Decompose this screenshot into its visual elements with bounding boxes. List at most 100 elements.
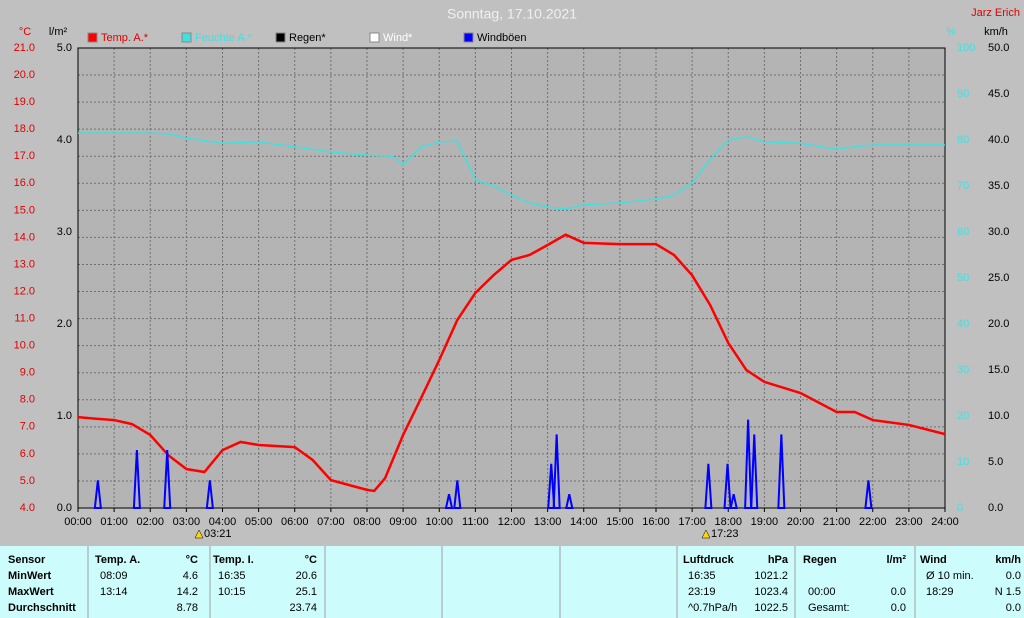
table-cell: 0.0 — [891, 602, 906, 614]
x-tick-label: 04:00 — [209, 516, 237, 528]
gust-spike — [750, 434, 759, 509]
table-header: Temp. A. — [95, 554, 140, 566]
table-header: Luftdruck — [683, 554, 735, 566]
table-cell: 0.0 — [1006, 602, 1021, 614]
y2-unit: l/m² — [49, 26, 68, 38]
x-tick-label: 08:00 — [353, 516, 381, 528]
y4-tick-label: 20.0 — [988, 318, 1009, 330]
series-line — [77, 233, 946, 493]
table-cell: Gesamt: — [808, 602, 850, 614]
x-tick-label: 02:00 — [136, 516, 164, 528]
y-tick-label: 9.0 — [20, 367, 35, 379]
table-header: Wind — [920, 554, 947, 566]
chart-title: Sonntag, 17.10.2021 — [447, 6, 577, 22]
legend-swatch — [87, 32, 98, 43]
table-header: °C — [186, 554, 198, 566]
gust-spike — [163, 449, 172, 509]
y4-tick-label: 15.0 — [988, 364, 1009, 376]
gust-spike — [704, 463, 713, 509]
x-tick-label: 13:00 — [534, 516, 562, 528]
y2-tick-label: 4.0 — [57, 134, 72, 146]
legend-swatch — [369, 32, 380, 43]
author: Jarz Erich — [971, 7, 1020, 19]
y4-unit: km/h — [984, 26, 1008, 38]
x-tick-label: 12:00 — [498, 516, 526, 528]
y3-tick-label: 10 — [957, 456, 969, 468]
y3-tick-label: 40 — [957, 318, 969, 330]
x-tick-label: 19:00 — [751, 516, 779, 528]
y-tick-label: 19.0 — [14, 96, 35, 108]
y-tick-label: 4.0 — [20, 502, 35, 514]
table-cell: 23.74 — [289, 602, 317, 614]
y-tick-label: 14.0 — [14, 231, 35, 243]
y3-tick-label: 20 — [957, 410, 969, 422]
table-header: l/m² — [886, 554, 906, 566]
y-tick-label: 12.0 — [14, 285, 35, 297]
table-cell: 0.0 — [1006, 570, 1021, 582]
legend-label: Feuchte A.* — [195, 32, 253, 44]
legend-label: Wind* — [383, 32, 413, 44]
gust-spike — [723, 463, 732, 509]
table-cell: 08:09 — [100, 570, 128, 582]
x-tick-label: 03:00 — [173, 516, 201, 528]
y-tick-label: 15.0 — [14, 204, 35, 216]
table-cell: 4.6 — [183, 570, 198, 582]
sun-marker — [701, 529, 711, 539]
table-cell: 8.78 — [177, 602, 198, 614]
y-tick-label: 21.0 — [14, 42, 35, 54]
table-header: °C — [305, 554, 317, 566]
x-tick-label: 09:00 — [389, 516, 417, 528]
y2-tick-label: 5.0 — [57, 42, 72, 54]
gust-spike — [864, 480, 873, 509]
table-cell: 13:14 — [100, 586, 128, 598]
legend-swatch — [181, 32, 192, 43]
gust-spike — [444, 493, 454, 509]
table-cell: 25.1 — [296, 586, 317, 598]
gust-spike — [777, 434, 786, 509]
y4-tick-label: 0.0 — [988, 502, 1003, 514]
row-label: MaxWert — [8, 586, 54, 598]
x-tick-label: 11:00 — [462, 516, 489, 528]
y2-tick-label: 0.0 — [57, 502, 72, 514]
series-line — [78, 132, 945, 210]
table-cell: ^0.7hPa/h — [688, 602, 737, 614]
table-header: Temp. I. — [213, 554, 254, 566]
gust-spike — [453, 480, 462, 509]
y4-tick-label: 40.0 — [988, 134, 1009, 146]
table-cell: 14.2 — [177, 586, 198, 598]
stats-table — [0, 546, 1024, 618]
y-tick-label: 18.0 — [14, 123, 35, 135]
y3-tick-label: 100 — [957, 42, 975, 54]
table-cell: 1023.4 — [754, 586, 788, 598]
x-tick-label: 17:00 — [678, 516, 706, 528]
y4-tick-label: 5.0 — [988, 456, 1003, 468]
y-tick-label: 16.0 — [14, 177, 35, 189]
table-cell: 16:35 — [218, 570, 246, 582]
x-tick-label: 15:00 — [606, 516, 634, 528]
y-tick-label: 20.0 — [14, 69, 35, 81]
y-tick-label: 7.0 — [20, 421, 35, 433]
y3-unit: % — [946, 26, 956, 38]
legend-label: Temp. A.* — [101, 32, 149, 44]
y4-tick-label: 45.0 — [988, 88, 1009, 100]
x-tick-label: 01:00 — [100, 516, 128, 528]
y2-tick-label: 2.0 — [57, 318, 72, 330]
y-tick-label: 13.0 — [14, 258, 35, 270]
y4-tick-label: 35.0 — [988, 180, 1009, 192]
table-cell: 0.0 — [891, 586, 906, 598]
y-unit: °C — [19, 26, 31, 38]
x-tick-label: 05:00 — [245, 516, 273, 528]
gust-spike — [205, 480, 214, 509]
table-cell: 16:35 — [688, 570, 716, 582]
table-cell: 20.6 — [296, 570, 317, 582]
y2-tick-label: 1.0 — [57, 410, 72, 422]
y4-tick-label: 50.0 — [988, 42, 1009, 54]
y3-tick-label: 30 — [957, 364, 969, 376]
y-tick-label: 17.0 — [14, 150, 35, 162]
legend-label: Windböen — [477, 32, 527, 44]
y4-tick-label: 25.0 — [988, 272, 1009, 284]
gust-spike — [565, 493, 574, 509]
x-tick-label: 24:00 — [931, 516, 959, 528]
table-cell: 00:00 — [808, 586, 836, 598]
y3-tick-label: 50 — [957, 272, 969, 284]
